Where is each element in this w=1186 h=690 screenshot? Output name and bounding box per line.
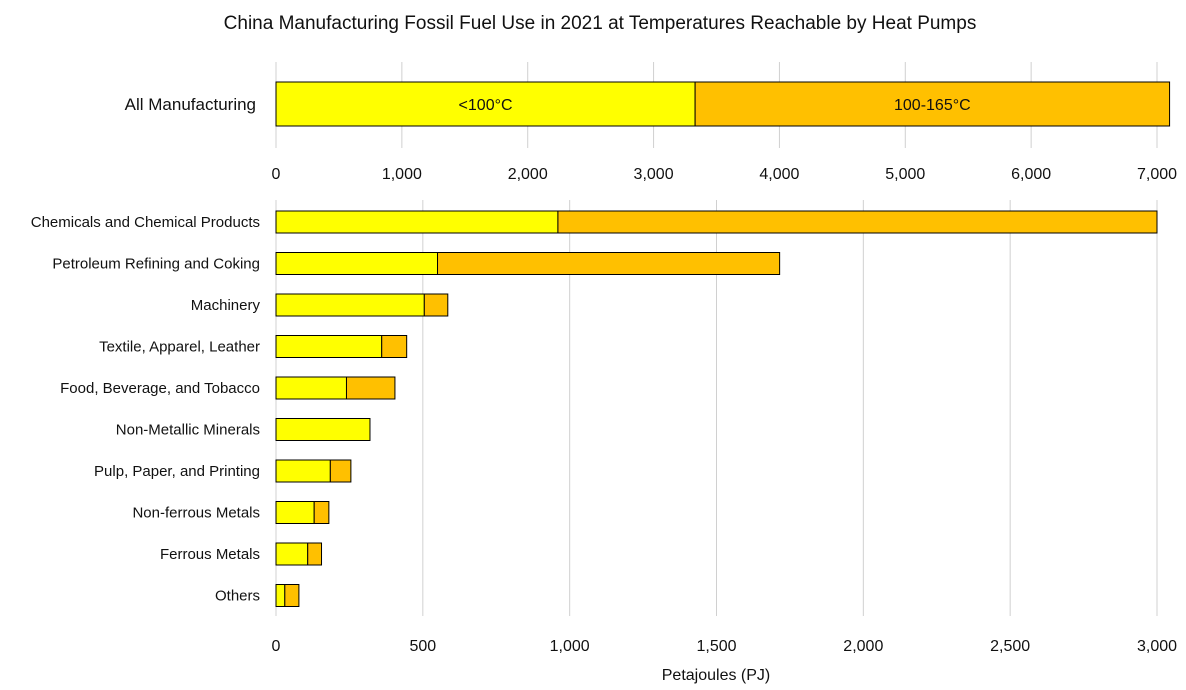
top-x-tick-label-3: 3,000 — [634, 166, 674, 183]
category-label-6: Pulp, Paper, and Printing — [94, 463, 260, 480]
bar-category-1-series-1 — [437, 252, 781, 275]
bar-category-7-series-0 — [275, 501, 315, 524]
bottom-bars — [275, 210, 1158, 607]
bar-category-4-series-1 — [345, 376, 396, 400]
bottom-x-tick-label-2: 1,000 — [550, 638, 590, 655]
category-label-0: Chemicals and Chemical Products — [31, 214, 260, 231]
chart-title: China Manufacturing Fossil Fuel Use in 2… — [224, 13, 977, 34]
x-axis-title: Petajoules (PJ) — [662, 667, 771, 684]
category-label-4: Food, Beverage, and Tobacco — [60, 380, 260, 397]
bar-category-0-series-0 — [275, 210, 559, 234]
bar-category-8-series-0 — [275, 542, 309, 566]
bar-category-3-series-0 — [275, 335, 383, 358]
bottom-x-tick-label-3: 1,500 — [696, 638, 736, 655]
category-label-5: Non-Metallic Minerals — [116, 422, 260, 439]
bar-category-4-series-0 — [275, 376, 347, 400]
category-label-8: Ferrous Metals — [160, 546, 260, 563]
top-x-tick-label-2: 2,000 — [508, 166, 548, 183]
bar-category-1-series-0 — [275, 252, 439, 275]
top-x-tick-label-1: 1,000 — [382, 166, 422, 183]
bar-category-2-series-1 — [423, 293, 449, 317]
bar-category-2-series-0 — [275, 293, 425, 317]
bottom-x-tick-label-4: 2,000 — [843, 638, 883, 655]
bar-category-9-series-0 — [275, 584, 286, 607]
bar-category-3-series-1 — [381, 335, 408, 358]
bottom-category-labels: Chemicals and Chemical Products Petroleum… — [31, 214, 261, 605]
top-x-tick-labels: 0 1,000 2,000 3,000 4,000 5,000 6,000 7,000 — [272, 166, 1178, 183]
bottom-x-tick-labels: 0 500 1,000 1,500 2,000 2,500 3,000 — [272, 638, 1178, 655]
top-x-tick-label-4: 4,000 — [759, 166, 799, 183]
bar-category-9-series-1 — [284, 584, 300, 607]
bar-all-manufacturing-series-0 — [275, 81, 696, 127]
top-x-tick-label-7: 7,000 — [1137, 166, 1177, 183]
bottom-x-tick-label-1: 500 — [409, 638, 436, 655]
category-label-3: Textile, Apparel, Leather — [99, 339, 260, 356]
bottom-x-tick-label-5: 2,500 — [990, 638, 1030, 655]
segment-label-series-1: 100-165°C — [894, 97, 971, 114]
category-label-2: Machinery — [191, 297, 261, 314]
bar-category-8-series-1 — [307, 542, 323, 566]
bottom-x-tick-label-6: 3,000 — [1137, 638, 1177, 655]
category-label-9: Others — [215, 588, 260, 605]
top-bars: <100°C 100-165°C — [275, 81, 1171, 127]
bar-category-5-series-0 — [275, 418, 371, 441]
top-category-labels: All Manufacturing — [125, 95, 256, 114]
category-label-7: Non-ferrous Metals — [132, 505, 260, 522]
top-x-tick-label-6: 6,000 — [1011, 166, 1051, 183]
top-x-tick-label-0: 0 — [272, 166, 281, 183]
top-category-label-0: All Manufacturing — [125, 95, 256, 114]
bar-category-6-series-1 — [329, 459, 352, 483]
segment-label-series-0: <100°C — [459, 97, 513, 114]
bottom-x-tick-label-0: 0 — [272, 638, 281, 655]
top-x-tick-label-5: 5,000 — [885, 166, 925, 183]
bar-category-0-series-1 — [557, 210, 1158, 234]
bar-category-7-series-1 — [313, 501, 330, 524]
category-label-1: Petroleum Refining and Coking — [52, 256, 260, 273]
bar-all-manufacturing-series-1 — [694, 81, 1171, 127]
bar-category-6-series-0 — [275, 459, 331, 483]
